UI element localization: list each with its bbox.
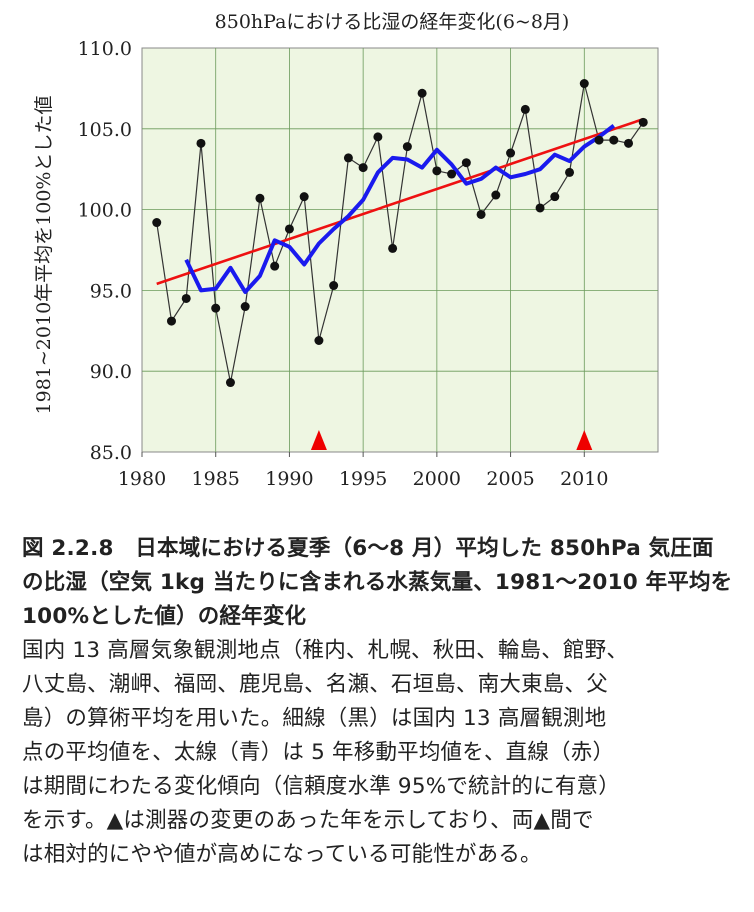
caption-body-line: 国内 13 高層気象観測地点（稚内、札幌、秋田、輪島、館野、 — [22, 638, 629, 663]
data-point — [417, 88, 427, 98]
chart-title: 850hPaにおける比湿の経年変化(6~8月) — [215, 11, 570, 33]
data-point — [535, 203, 545, 213]
data-point — [388, 243, 398, 253]
data-point — [255, 193, 265, 203]
data-point — [225, 378, 235, 388]
data-point — [196, 138, 206, 148]
data-point — [343, 153, 353, 163]
data-point — [461, 158, 471, 168]
series-layer — [152, 79, 648, 388]
data-point — [476, 209, 486, 219]
data-point — [579, 79, 589, 89]
moving-average-line — [184, 124, 616, 294]
x-tick-label: 1995 — [339, 468, 387, 490]
caption-body-line: 点の平均値を、太線（青）は 5 年移動平均値を、直線（赤） — [22, 740, 615, 765]
chart: 850hPaにおける比湿の経年変化(6~8月) 85.0 90.0 95.0 100.… — [33, 11, 659, 490]
x-tick-label: 2010 — [560, 468, 608, 490]
caption-body-line: は期間にわたる変化傾向（信頼度水準 95%で統計的に有意） — [22, 774, 620, 799]
trend-line — [156, 117, 644, 286]
data-point — [166, 316, 176, 326]
caption-body-line: 島）の算術平均を用いた。細線（黒）は国内 13 高層観測地 — [22, 706, 607, 731]
x-tick-label: 2000 — [413, 468, 461, 490]
y-axis-label: 1981~2010年平均を100%とした値 — [33, 96, 55, 415]
data-point — [240, 302, 250, 312]
x-tick-label: 2005 — [486, 468, 534, 490]
data-point — [520, 104, 530, 114]
caption-title: 図 2.2.8 日本域における夏季（6～8 月）平均した 850hPa 気圧面の… — [22, 536, 733, 629]
y-tick-label: 85.0 — [90, 442, 132, 464]
triangle-marker — [310, 430, 327, 450]
y-tick-label: 110.0 — [78, 38, 132, 60]
x-axis-ticks: 1980 1985 1990 1995 2000 2005 2010 — [118, 452, 608, 490]
y-tick-label: 95.0 — [90, 280, 132, 302]
observed-series-line — [156, 83, 644, 383]
y-axis-ticks: 85.0 90.0 95.0 100.0 105.0 110.0 — [78, 38, 132, 464]
data-point — [638, 117, 648, 127]
data-point — [594, 135, 604, 145]
data-point — [550, 192, 560, 202]
y-tick-label: 105.0 — [78, 119, 132, 141]
data-point — [329, 281, 339, 291]
data-point — [284, 224, 294, 234]
x-tick-label: 1980 — [118, 468, 166, 490]
data-point — [373, 132, 383, 142]
data-point — [491, 190, 501, 200]
data-point — [270, 261, 280, 271]
data-point — [211, 303, 221, 313]
caption-body-line: 八丈島、潮岬、福岡、鹿児島、名瀬、石垣島、南大東島、父 — [22, 672, 608, 697]
caption-body-line: は相対的にやや値が高めになっている可能性がある。 — [22, 842, 542, 867]
triangle-marker — [576, 430, 593, 450]
data-point — [314, 335, 324, 345]
data-point — [358, 163, 368, 173]
data-point — [181, 293, 191, 303]
x-tick-label: 1990 — [265, 468, 313, 490]
data-point — [299, 192, 309, 202]
data-point — [152, 218, 162, 228]
instrument-change-markers — [310, 430, 593, 450]
x-tick-label: 1985 — [192, 468, 240, 490]
data-point — [609, 135, 619, 145]
caption-body-line: を示す。▲は測器の変更のあった年を示しており、両▲間で — [22, 808, 594, 833]
data-point — [624, 138, 634, 148]
data-point — [447, 169, 457, 179]
data-point — [506, 148, 516, 158]
y-tick-label: 90.0 — [90, 361, 132, 383]
y-tick-label: 100.0 — [78, 200, 132, 222]
data-point — [565, 167, 575, 177]
data-point — [432, 166, 442, 176]
figure-caption: 図 2.2.8 日本域における夏季（6～8 月）平均した 850hPa 気圧面の… — [22, 532, 734, 872]
data-point — [402, 142, 412, 152]
